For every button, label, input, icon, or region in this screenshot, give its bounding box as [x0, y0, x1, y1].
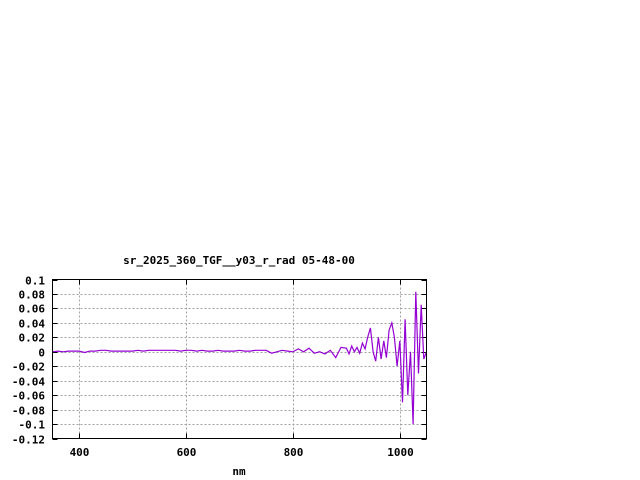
- y-tick-label: 0: [38, 347, 45, 360]
- y-tick-label: 0.04: [19, 318, 46, 331]
- y-tick-label: 0.06: [19, 303, 46, 316]
- ticks: 400 600 800 1000 0.10.080.06 0.040.02 0-0.02 -0…: [12, 275, 427, 459]
- y-tick-label: -0.12: [12, 434, 45, 447]
- x-tick-label: 600: [177, 446, 197, 459]
- x-tick-label: 400: [70, 446, 90, 459]
- grid: [52, 279, 427, 439]
- chart-title: sr_2025_360_TGF__y03_r_rad 05-48-00: [123, 254, 355, 267]
- y-tick-label: -0.02: [12, 361, 45, 374]
- x-axis-label: nm: [232, 465, 246, 478]
- y-tick-label: 0.1: [25, 275, 45, 288]
- y-tick-label: 0.08: [19, 289, 46, 302]
- y-tick-label: -0.06: [12, 390, 45, 403]
- series-line: [52, 291, 428, 425]
- y-tick-label: 0.02: [19, 332, 46, 345]
- y-tick-label: -0.04: [12, 376, 45, 389]
- plot-border: [52, 279, 427, 439]
- series-lines: [52, 291, 428, 425]
- y-tick-label: -0.08: [12, 405, 45, 418]
- y-tick-label: -0.1: [19, 419, 46, 432]
- x-tick-label: 800: [284, 446, 304, 459]
- x-tick-label: 1000: [387, 446, 414, 459]
